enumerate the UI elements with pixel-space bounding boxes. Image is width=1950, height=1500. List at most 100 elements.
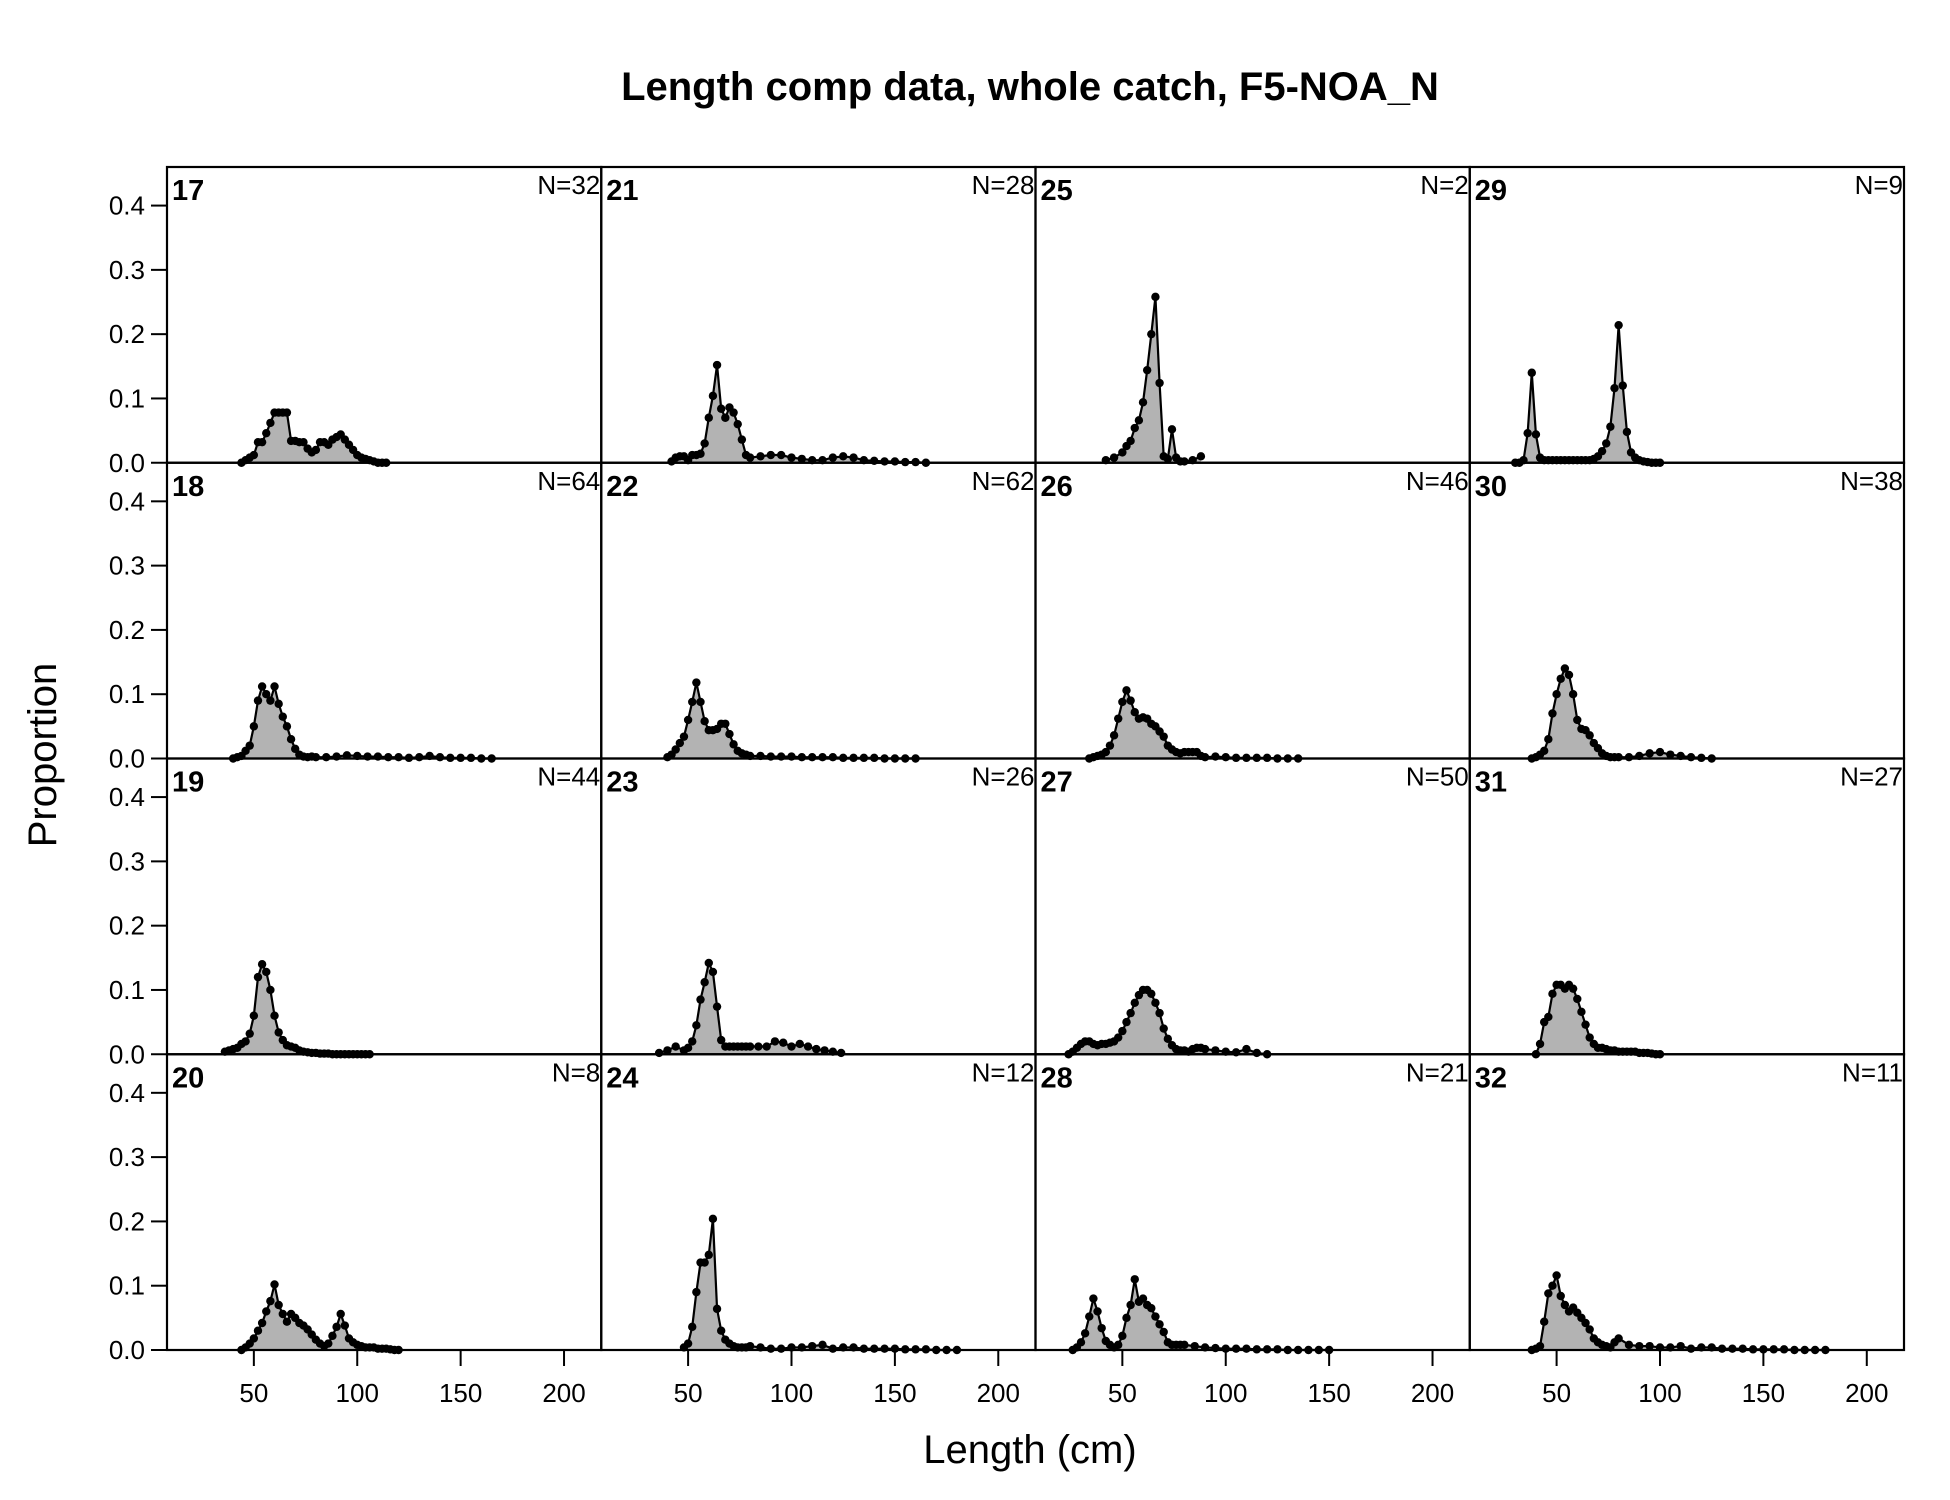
data-point [1535,1341,1545,1351]
data-point [1180,457,1189,466]
data-point [1118,697,1127,707]
data-point [435,753,445,762]
data-point [1728,1344,1737,1353]
data-point [1147,1304,1156,1313]
data-point [1523,428,1532,438]
data-point [278,712,287,721]
data-point [1624,753,1634,762]
data-point [262,967,271,977]
data-point [1155,378,1164,388]
data-point [262,1307,271,1316]
data-point [257,1318,267,1328]
data-point [1122,1313,1131,1323]
data-point [328,1331,337,1341]
data-point [311,753,321,762]
data-point [1544,735,1553,744]
data-point [683,1339,693,1348]
panel-25-frame [1034,165,1471,464]
data-point [721,719,730,728]
panel-28-label: 28 [1041,1062,1073,1094]
data-point [836,1048,846,1058]
data-point [692,678,701,687]
data-point [1531,430,1541,439]
panel-21-frame [600,165,1037,464]
data-point [729,740,738,749]
data-point [704,413,713,422]
panel-29-n-label: N=9 [1855,170,1903,200]
data-point [1577,1007,1586,1017]
panel-18-n-label: N=64 [537,466,600,496]
panel-19-n-label: N=44 [537,762,600,792]
data-point [712,1002,722,1011]
panel-32: 32 N=11 [1468,1053,1906,1355]
x-tick-label: 150 [439,1378,482,1408]
data-point [1101,747,1111,757]
data-point [1147,329,1156,339]
panels-layer: 17 N=32 18 N=64 19 N=44 20 N=8 21 N=28 22 N=62 23 N=2… [165,165,1906,1355]
y-tick-label: 0.4 [109,191,145,221]
data-point [266,696,275,705]
data-point [688,1322,697,1332]
data-point [278,1309,287,1319]
data-point [1130,1275,1139,1284]
data-point [1196,452,1206,461]
panel-25-area [1105,296,1201,463]
data-point [1147,989,1156,999]
data-point [1242,1044,1251,1054]
panel-25-n-label: N=2 [1420,170,1468,200]
data-point [716,404,726,413]
data-point [880,457,889,466]
data-point [249,450,259,460]
panel-29-label: 29 [1475,175,1507,207]
panel-27: 27 N=50 [1034,757,1471,1059]
data-point [1097,1323,1106,1333]
panel-20-area [241,1284,399,1350]
data-point [729,408,738,417]
data-point [1597,446,1607,456]
data-point [700,439,709,448]
data-point [1126,1008,1135,1018]
data-point [1645,749,1654,758]
data-point [1155,1320,1164,1329]
data-point [733,419,742,429]
data-point [1560,1300,1570,1310]
data-point [1130,423,1139,433]
panel-23-area [659,962,842,1055]
panel-31-label: 31 [1475,767,1507,799]
data-point [1622,427,1632,437]
data-point [1548,1281,1557,1290]
data-point [1556,1291,1565,1301]
data-point [1159,732,1168,741]
data-point [1109,453,1119,462]
panel-21-label: 21 [606,175,638,207]
data-point [266,418,275,428]
panel-31: 31 N=27 [1468,757,1906,1059]
panel-26-frame [1034,461,1471,760]
data-point [756,452,765,461]
data-point [1614,320,1623,330]
panel-17-label: 17 [172,175,204,207]
data-point [1585,731,1594,740]
panel-18-frame [165,461,603,760]
panel-29: 29 N=9 [1468,165,1906,467]
data-point [1211,1046,1220,1055]
data-point [1556,674,1565,683]
data-point [1093,1307,1102,1316]
panel-28-line [1072,1279,1330,1352]
data-point [716,1326,726,1335]
data-point [1666,750,1675,759]
panel-30-n-label: N=38 [1840,466,1903,496]
data-point [700,1258,709,1267]
data-point [797,454,807,464]
data-point [1614,753,1623,762]
data-point [737,435,747,444]
data-point [776,450,786,460]
data-point [692,1021,701,1030]
data-point [322,753,331,762]
data-point [282,408,292,417]
y-tick-label: 0.3 [109,1142,145,1172]
data-point [286,735,296,744]
panel-27-label: 27 [1041,767,1073,799]
data-point [1122,1017,1131,1027]
data-point [754,1042,763,1051]
